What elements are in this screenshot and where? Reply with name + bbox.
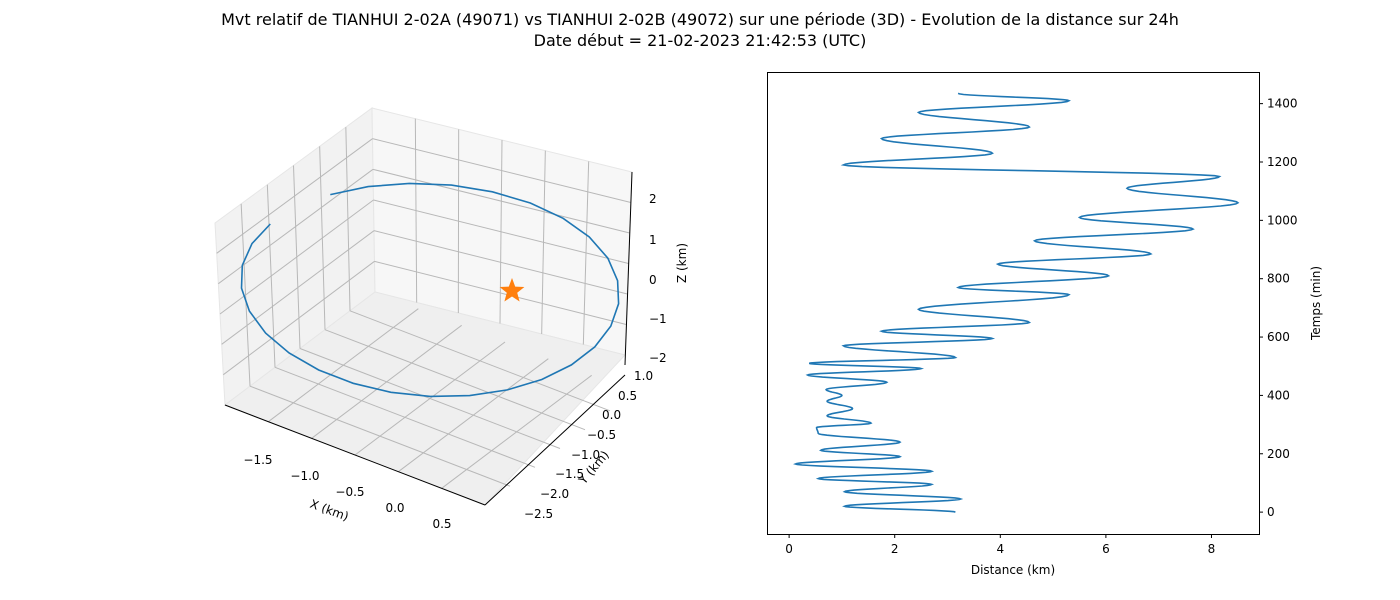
z-tick-label-3d-2: 0: [649, 273, 657, 287]
y-axis-line-3d: [484, 374, 626, 506]
chart-title-line-1: Mvt relatif de TIANHUI 2-02A (49071) vs …: [221, 10, 1179, 29]
y-tick-label-3d-1: −2.0: [540, 487, 569, 501]
x-axis-line-3d: [224, 404, 486, 506]
x-tick-label-3d-3: 0.0: [385, 501, 404, 515]
relative-motion-curve: [240, 182, 620, 398]
y-tick-label-6: 1200: [1267, 155, 1298, 169]
y-tick-label-3d-7: 1.0: [634, 369, 653, 383]
x-tick-label-4: 8: [1208, 542, 1216, 556]
distance-curve: [793, 92, 1240, 513]
x-axis-label-3d: X (km): [308, 497, 350, 524]
chart-title-line-2: Date début = 21-02-2023 21:42:53 (UTC): [533, 31, 867, 50]
y-tick-label-3: 600: [1267, 330, 1290, 344]
y-ticks-2d: 0 200 400 600 800 1000 1200 1400: [1259, 97, 1298, 519]
x-tick-label-0: 0: [785, 542, 793, 556]
x-tick-label-3d-2: −0.5: [335, 485, 364, 499]
y-tick-label-3d-3: −1.0: [571, 448, 600, 462]
y-tick-label-5: 1000: [1267, 213, 1298, 227]
x-tick-label-2: 4: [996, 542, 1004, 556]
z-tick-label-3d-1: −1: [649, 312, 667, 326]
y-tick-label-3d-0: −2.5: [524, 507, 553, 521]
z-axis-label-3d: Z (km): [675, 243, 689, 283]
y-tick-label-4: 800: [1267, 272, 1290, 286]
grid-line: [372, 138, 631, 203]
origin-star-marker: [499, 278, 525, 302]
y-tick-label-3d-6: 0.5: [618, 389, 637, 403]
y-tick-label-3d-5: 0.0: [602, 408, 621, 422]
y-tick-label-0: 0: [1267, 505, 1275, 519]
plot-distance-over-time: 0 2 4 6 8 0 200 400 600 800 1000 1200 1400 Distance…: [767, 72, 1323, 577]
x-tick-label-3: 6: [1102, 542, 1110, 556]
x-ticks-2d: 0 2 4 6 8: [785, 534, 1215, 556]
grid-line: [349, 310, 611, 412]
axes-3d: [224, 171, 633, 506]
x-tick-label-3d-1: −1.0: [290, 469, 319, 483]
plot-3d-relative-motion: −1.5 −1.0 −0.5 0.0 0.5 −2.5 −2.0 −1.5 −1.0 −0.5 0.…: [214, 107, 689, 531]
x-axis-label-2d: Distance (km): [971, 563, 1055, 577]
plot-area-frame: [767, 72, 1260, 535]
y-tick-label-3d-2: −1.5: [555, 467, 584, 481]
y-tick-label-2: 400: [1267, 388, 1290, 402]
z-tick-label-3d-4: 2: [649, 192, 657, 206]
x-tick-label-3d-0: −1.5: [243, 453, 272, 467]
grid-line: [216, 138, 373, 254]
z-tick-label-3d-3: 1: [649, 233, 657, 247]
z-axis-line-3d: [624, 171, 633, 366]
y-axis-label-2d: Temps (min): [1309, 266, 1323, 341]
z-tick-label-3d-0: −2: [649, 351, 667, 365]
y-tick-label-1: 200: [1267, 447, 1290, 461]
x-tick-label-3d-4: 0.5: [432, 517, 451, 531]
y-tick-label-7: 1400: [1267, 97, 1298, 111]
x-tick-label-1: 2: [891, 542, 899, 556]
grid-3d: [216, 118, 631, 489]
y-tick-label-3d-4: −0.5: [587, 428, 616, 442]
tick-labels-3d: −1.5 −1.0 −0.5 0.0 0.5 −2.5 −2.0 −1.5 −1.0 −0.5 0.…: [243, 192, 666, 531]
